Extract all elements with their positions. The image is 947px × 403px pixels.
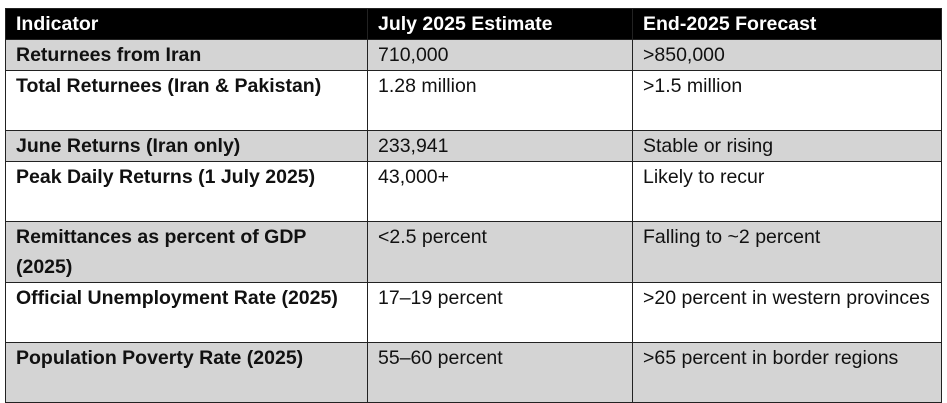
table-row: Population Poverty Rate (2025) 55–60 perc… <box>5 342 942 403</box>
table-row: Official Unemployment Rate (2025) 17–19 p… <box>5 282 942 343</box>
cell: Likely to recur <box>632 161 942 222</box>
row-label: June Returns (Iran only) <box>5 130 368 162</box>
row-label: Peak Daily Returns (1 July 2025) <box>5 161 368 222</box>
cell: 55–60 percent <box>367 342 633 403</box>
cell: 43,000+ <box>367 161 633 222</box>
cell: >65 percent in border regions <box>632 342 942 403</box>
data-table: Indicator July 2025 Estimate End-2025 Fore… <box>5 8 942 403</box>
table-row: June Returns (Iran only) 233,941 Stable or… <box>5 130 942 162</box>
table-row: Peak Daily Returns (1 July 2025) 43,000+ L… <box>5 161 942 222</box>
row-label: Official Unemployment Rate (2025) <box>5 282 368 343</box>
cell: Falling to ~2 percent <box>632 221 942 283</box>
table-row: Returnees from Iran 710,000 >850,000 <box>5 39 942 71</box>
header-row: Indicator July 2025 Estimate End-2025 Fore… <box>5 8 942 40</box>
row-label: Population Poverty Rate (2025) <box>5 342 368 403</box>
table-row: Remittances as percent of GDP (2025) <2.5… <box>5 221 942 283</box>
cell: 1.28 million <box>367 70 633 131</box>
table-row: Total Returnees (Iran & Pakistan) 1.28 mi… <box>5 70 942 131</box>
row-label: Returnees from Iran <box>5 39 368 71</box>
row-label: Remittances as percent of GDP (2025) <box>5 221 368 283</box>
cell: 233,941 <box>367 130 633 162</box>
row-label: Total Returnees (Iran & Pakistan) <box>5 70 368 131</box>
cell: >1.5 million <box>632 70 942 131</box>
cell: 17–19 percent <box>367 282 633 343</box>
header-cell: End-2025 Forecast <box>632 8 942 40</box>
cell: 710,000 <box>367 39 633 71</box>
table-body: Returnees from Iran 710,000 >850,000 Total … <box>5 39 942 403</box>
cell: >850,000 <box>632 39 942 71</box>
header-cell: Indicator <box>5 8 368 40</box>
cell: <2.5 percent <box>367 221 633 283</box>
cell: Stable or rising <box>632 130 942 162</box>
header-cell: July 2025 Estimate <box>367 8 633 40</box>
cell: >20 percent in western provinces <box>632 282 942 343</box>
